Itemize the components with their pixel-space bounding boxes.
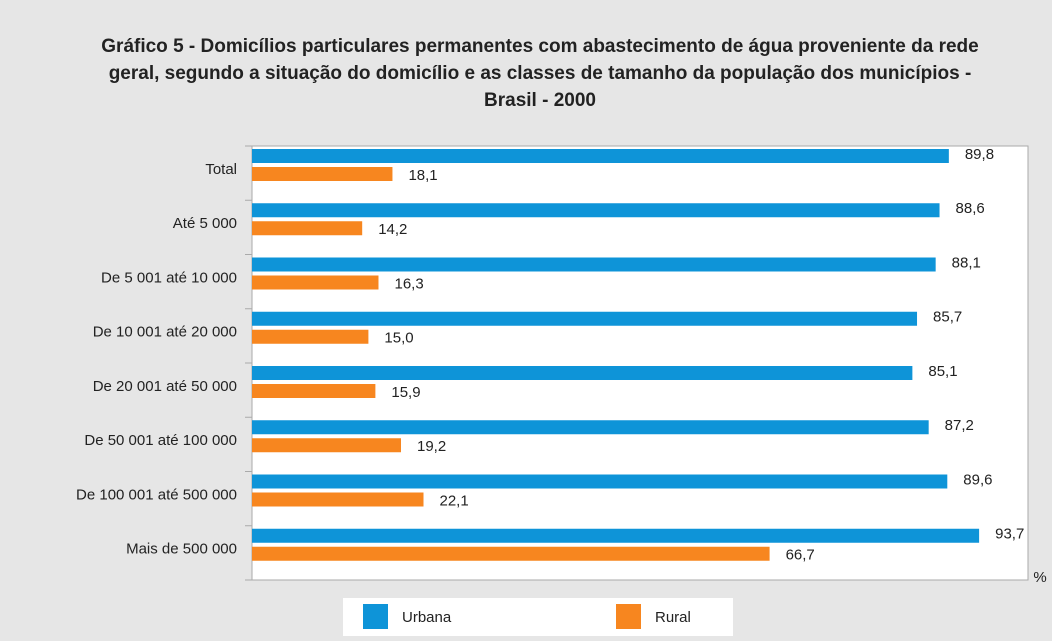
y-tick-label: De 20 001 até 50 000 — [93, 378, 237, 395]
y-tick-label: De 5 001 até 10 000 — [101, 269, 237, 286]
value-label: 15,0 — [384, 330, 413, 347]
y-tick-label: Total — [205, 161, 237, 178]
bar — [252, 329, 369, 344]
plot-area — [251, 145, 1029, 581]
bar — [252, 275, 379, 290]
value-label: 15,9 — [391, 384, 420, 401]
legend-swatch — [363, 604, 388, 629]
value-label: 18,1 — [408, 167, 437, 184]
y-tick-label: De 10 001 até 20 000 — [93, 324, 237, 341]
bar — [252, 366, 913, 380]
value-label: 87,2 — [945, 417, 974, 434]
value-label: 88,1 — [952, 254, 981, 271]
bar — [252, 167, 393, 181]
value-label: 89,6 — [963, 471, 992, 488]
bar — [252, 311, 918, 326]
y-tick-label: Até 5 000 — [173, 215, 237, 232]
value-label: 16,3 — [394, 275, 423, 292]
bar — [252, 528, 980, 543]
value-label: 89,8 — [965, 146, 994, 163]
value-label: 88,6 — [956, 200, 985, 217]
bar — [252, 546, 770, 561]
bar — [252, 474, 948, 489]
chart-title: Gráfico 5 - Domicílios particulares perm… — [101, 36, 978, 111]
y-tick-label: De 100 001 até 500 000 — [76, 486, 237, 503]
value-label: 66,7 — [786, 547, 815, 564]
value-label: 85,1 — [928, 363, 957, 380]
value-label: 85,7 — [933, 309, 962, 326]
bar — [252, 149, 949, 163]
bar — [252, 384, 376, 398]
bar — [252, 257, 936, 272]
x-axis-label: % — [1033, 569, 1046, 586]
bar — [252, 420, 929, 435]
legend-label: Urbana — [402, 609, 452, 626]
value-label: 93,7 — [995, 526, 1024, 543]
legend-box — [343, 598, 733, 636]
value-label: 14,2 — [378, 221, 407, 238]
legend-swatch — [616, 604, 641, 629]
bar — [252, 221, 363, 236]
y-tick-label: De 50 001 até 100 000 — [84, 432, 237, 449]
value-label: 22,1 — [439, 492, 468, 509]
bar — [252, 203, 940, 218]
value-label: 19,2 — [417, 438, 446, 455]
bar — [252, 492, 424, 507]
legend-label: Rural — [655, 609, 691, 626]
y-tick-label: Mais de 500 000 — [126, 541, 237, 558]
bar — [252, 438, 401, 453]
